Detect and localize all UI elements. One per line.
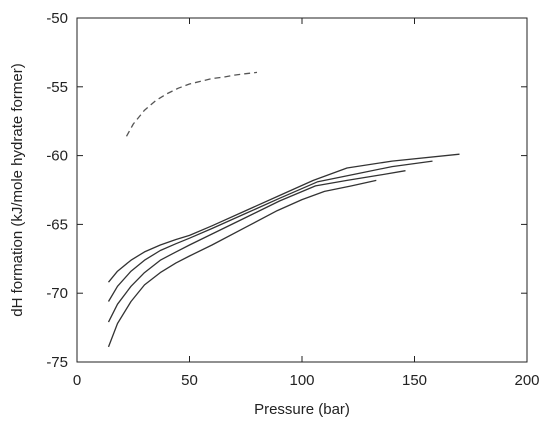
y-tick-label: -75 xyxy=(46,354,68,371)
y-tick-label: -65 xyxy=(46,216,68,233)
x-tick-label: 100 xyxy=(289,372,314,389)
series-layer xyxy=(107,71,460,348)
x-tick-label: 50 xyxy=(181,372,198,389)
series-line-dashed xyxy=(125,71,258,137)
y-axis-label: dH formation (kJ/mole hydrate former) xyxy=(9,63,26,316)
y-tick-label: -55 xyxy=(46,79,68,96)
series-line-4 xyxy=(107,179,377,348)
y-tick-label: -60 xyxy=(46,148,68,165)
y-tick-label: -70 xyxy=(46,285,68,302)
y-axis-ticks: -50 -55 -60 -65 -70 -75 xyxy=(46,10,527,371)
plot-area-frame xyxy=(76,17,528,363)
x-tick-label: 0 xyxy=(73,372,81,389)
y-tick-label: -50 xyxy=(46,10,68,27)
x-axis-label: Pressure (bar) xyxy=(254,401,350,418)
x-tick-label: 150 xyxy=(402,372,427,389)
x-tick-label: 200 xyxy=(514,372,539,389)
series-line-3 xyxy=(107,170,406,323)
series-line-1 xyxy=(107,153,460,283)
series-line-2 xyxy=(107,160,433,302)
x-axis-ticks: 0 50 100 150 200 xyxy=(73,18,540,389)
